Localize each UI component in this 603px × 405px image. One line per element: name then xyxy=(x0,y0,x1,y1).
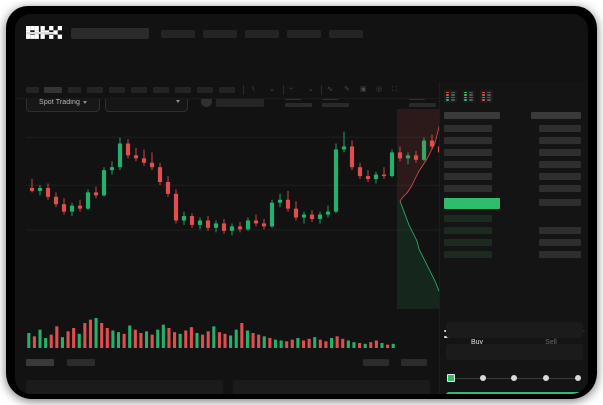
orderbook-row-ask[interactable] xyxy=(444,161,492,168)
market-type-label: Spot Trading xyxy=(39,98,80,106)
orderbook-last-price-highlight xyxy=(444,198,500,209)
candles-icon[interactable]: ⑊ xyxy=(251,86,256,93)
bottom-action-1[interactable] xyxy=(363,359,389,366)
depth-chart xyxy=(397,109,445,309)
orderbook-row-ask[interactable] xyxy=(444,185,492,192)
toolbar-divider xyxy=(243,85,244,95)
orderbook-row-ask-amount xyxy=(539,185,581,192)
toolbar-divider xyxy=(283,85,284,95)
bottom-tabs xyxy=(15,354,439,374)
timeframe-2[interactable] xyxy=(44,87,62,93)
timeframe-3[interactable] xyxy=(68,87,81,93)
timeframe-8[interactable] xyxy=(175,87,191,93)
indicator-icon[interactable]: ⑂ xyxy=(289,86,294,93)
orderbook-row-bid[interactable] xyxy=(444,227,492,234)
order-amount-field[interactable] xyxy=(446,344,583,360)
bottom-tab-1[interactable] xyxy=(26,359,54,366)
orderbook-row-bid-amount xyxy=(539,239,581,246)
bottom-tab-2[interactable] xyxy=(67,359,95,366)
last-price-value xyxy=(216,96,264,107)
camera-icon[interactable]: ▣ xyxy=(360,86,367,93)
orderbook-row-bid[interactable] xyxy=(444,215,492,222)
percent-slider-handle[interactable] xyxy=(447,374,455,382)
orderbook-row-bid[interactable] xyxy=(444,251,492,258)
orderbook-panel: Buy Sell xyxy=(439,82,588,394)
volume-canvas xyxy=(27,318,395,348)
depth-canvas xyxy=(397,109,445,309)
coin-avatar xyxy=(201,96,212,107)
percent-slider-stop-50[interactable] xyxy=(511,375,517,381)
pencil-icon[interactable]: ✎ xyxy=(344,86,350,93)
submit-buy-button[interactable] xyxy=(446,392,583,394)
orderbook-row-ask[interactable] xyxy=(444,137,492,144)
orderbook-row-ask-amount xyxy=(539,137,581,144)
orderbook-row-bid[interactable] xyxy=(444,239,492,246)
settings-icon[interactable]: ◎ xyxy=(376,86,383,93)
orderbook-bids-icon[interactable] xyxy=(462,90,475,103)
nav-item-4[interactable] xyxy=(287,30,321,38)
bottom-card-2[interactable] xyxy=(233,380,430,394)
timeframe-1[interactable] xyxy=(26,87,39,93)
top-header xyxy=(15,14,588,48)
bottom-action-2[interactable] xyxy=(401,359,427,366)
orderbook-header-price xyxy=(444,112,500,119)
timeframe-6[interactable] xyxy=(131,87,147,93)
orderbook-layout-toggles xyxy=(444,90,493,103)
nav-item-5[interactable] xyxy=(329,30,363,38)
orderbook-row-bid-amount xyxy=(539,227,581,234)
nav-item-3[interactable] xyxy=(245,30,279,38)
stat-value xyxy=(285,103,312,107)
fullscreen-icon[interactable]: ⛶ xyxy=(392,86,397,93)
timeframe-9[interactable] xyxy=(197,87,213,93)
timeframe-4[interactable] xyxy=(87,87,103,93)
chevron-down-icon[interactable]: ⌄ xyxy=(308,86,314,93)
nav-item-2[interactable] xyxy=(203,30,237,38)
tab-buy[interactable]: Buy xyxy=(470,339,484,346)
timeframe-7[interactable] xyxy=(153,87,169,93)
orderbook-last-amount xyxy=(539,199,581,206)
nav-item-1[interactable] xyxy=(161,30,195,38)
orderbook-row-bid-amount xyxy=(539,251,581,258)
chevron-down-icon xyxy=(176,100,180,103)
tab-sell[interactable]: Sell xyxy=(545,339,557,346)
candlestick-canvas xyxy=(26,131,446,236)
orderbook-row-ask-amount xyxy=(539,161,581,168)
market-subheader: Spot Trading xyxy=(15,48,588,112)
orderbook-row-ask-amount xyxy=(539,149,581,156)
orderbook-row-ask[interactable] xyxy=(444,173,492,180)
stat-value xyxy=(322,103,349,107)
orderbook-asks-icon[interactable] xyxy=(480,90,493,103)
orderbook-row-ask[interactable] xyxy=(444,149,492,156)
orderbook-header-amount xyxy=(531,112,581,119)
stat-value xyxy=(409,103,436,107)
percent-slider-stop-100[interactable] xyxy=(575,375,581,381)
order-price-field[interactable] xyxy=(446,322,583,338)
timeframe-5[interactable] xyxy=(109,87,125,93)
percent-slider-stop-75[interactable] xyxy=(543,375,549,381)
volume-histogram xyxy=(26,314,396,350)
app-screen: Spot Trading xyxy=(15,14,588,394)
device-frame: Spot Trading xyxy=(6,6,597,399)
orderbook-row-ask-amount xyxy=(539,125,581,132)
percent-slider-stop-25[interactable] xyxy=(480,375,486,381)
chevron-down-icon[interactable]: ⌄ xyxy=(269,86,275,93)
toolbar-divider xyxy=(321,85,322,95)
bottom-tab-active-indicator xyxy=(26,32,54,34)
orderbook-row-ask-amount xyxy=(539,173,581,180)
global-search-input[interactable] xyxy=(71,28,149,39)
bottom-card-1[interactable] xyxy=(26,380,223,394)
orderbook-row-ask[interactable] xyxy=(444,125,492,132)
wave-icon[interactable]: ∿ xyxy=(327,86,333,93)
orderbook-both-icon[interactable] xyxy=(444,90,457,103)
chevron-down-icon xyxy=(82,100,87,104)
device-bezel: Spot Trading xyxy=(15,14,588,394)
timeframe-10[interactable] xyxy=(219,87,235,93)
candlestick-chart[interactable] xyxy=(26,102,446,262)
